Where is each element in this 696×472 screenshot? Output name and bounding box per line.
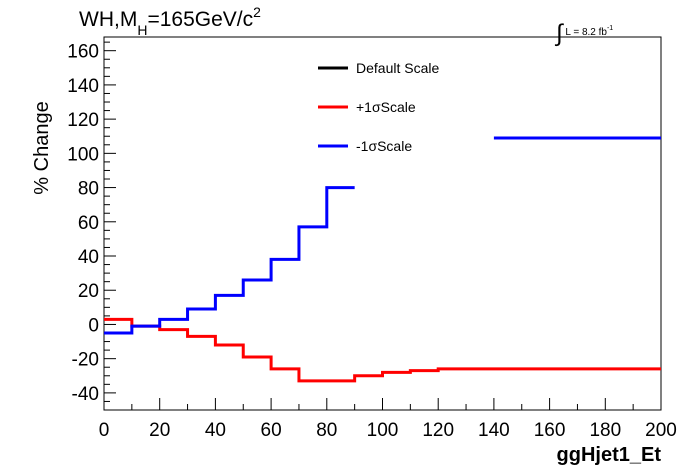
y-tick-label: 80 [78,179,99,200]
x-tick-label: 40 [205,420,226,441]
chart-title: WH,MH=165GeV/c2 [79,4,261,38]
y-tick-label: 120 [67,110,99,131]
x-tick-label: 20 [149,420,170,441]
y-tick-label: -20 [72,350,99,371]
legend-label: +1σScale [356,99,416,115]
x-tick-label: 80 [316,420,337,441]
y-tick-label: -40 [72,384,99,405]
x-tick-label: 180 [589,420,621,441]
luminosity-superscript: -1 [606,25,614,32]
luminosity-label: ∫ L = 8.2 fb-1 [556,14,614,47]
legend-label: -1σScale [356,138,412,154]
y-tick-label: 0 [88,315,99,336]
integral-symbol: ∫ [556,20,563,47]
y-tick-label: 60 [78,213,99,234]
x-tick-label: 120 [422,420,454,441]
x-tick-label: 100 [367,420,399,441]
series-line [104,317,661,383]
x-tick-label: 140 [478,420,510,441]
y-tick-label: 100 [67,144,99,165]
legend-label: Default Scale [356,60,439,76]
legend: Default Scale +1σScale -1σScale [318,60,439,154]
x-axis-label: ggHjet1_Et [557,444,662,466]
y-tick-label: 160 [67,42,99,63]
x-tick-label: 0 [99,420,110,441]
y-axis-label: % Change [31,101,53,194]
x-tick-label: 160 [534,420,566,441]
axes: 0 20 40 60 80 100 120 140 160 180 200 -40 -20 0 20 40 60… [67,41,677,441]
x-tick-label: 200 [645,420,677,441]
series-group [104,136,661,383]
title-prefix: WH,M [79,8,138,31]
luminosity-text: L = 8.2 fb [565,27,607,38]
x-tick-label: 60 [261,420,282,441]
title-value: =165GeV/c [147,8,254,31]
series-line [104,136,661,335]
plot-frame [103,36,662,411]
y-tick-label: 40 [78,247,99,268]
title-superscript: 2 [253,4,261,20]
y-tick-label: 140 [67,76,99,97]
title-subscript: H [137,22,148,38]
y-tick-label: 20 [78,281,99,302]
